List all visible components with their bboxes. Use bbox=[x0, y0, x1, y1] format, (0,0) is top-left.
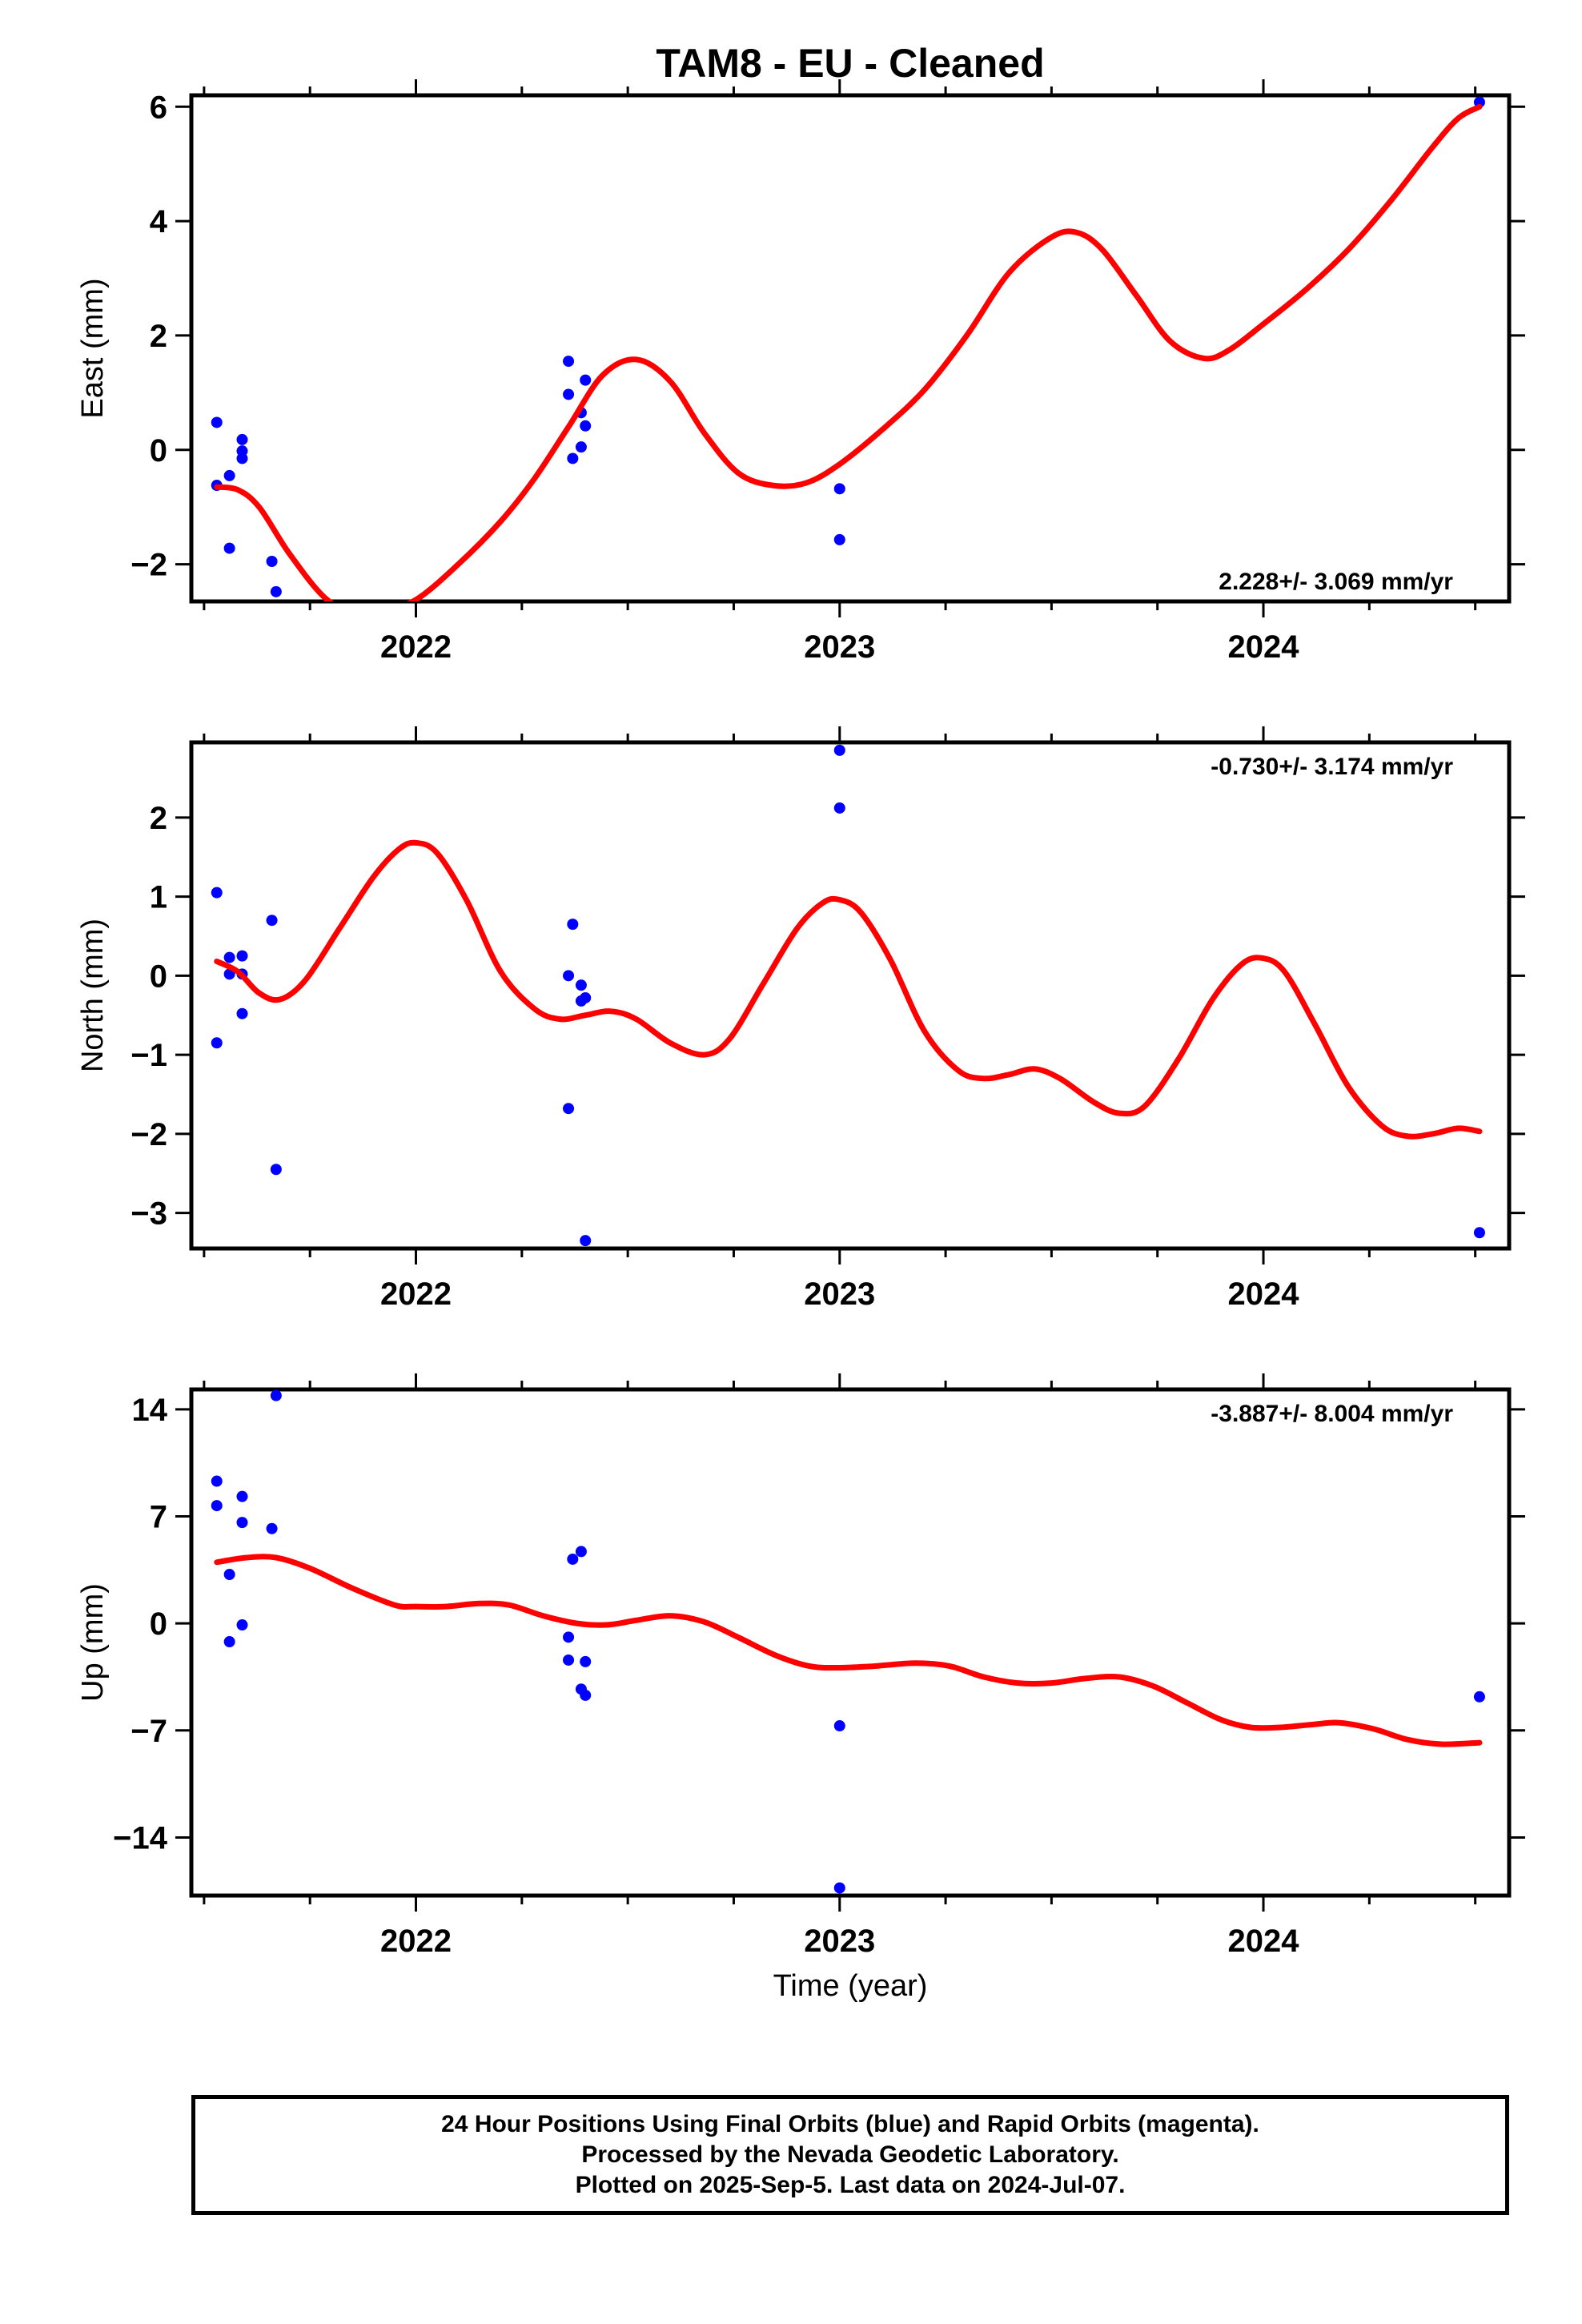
north-x-tick-label: 2023 bbox=[804, 1277, 875, 1312]
up-model-curve bbox=[214, 1554, 1483, 1747]
up-data-point bbox=[236, 1490, 248, 1502]
up-data-point bbox=[575, 1546, 587, 1558]
up-y-tick-label: −14 bbox=[113, 1820, 168, 1856]
east-y-tick-label: 2 bbox=[150, 319, 167, 354]
up-data-point bbox=[223, 1569, 235, 1581]
east-data-point bbox=[833, 483, 845, 495]
east-data-point bbox=[833, 533, 845, 545]
north-model-curve bbox=[214, 839, 1483, 1140]
up-y-axis-label: Up (mm) bbox=[76, 1583, 110, 1702]
east-panel: 2022 2023 2024 −2 0 2 4 6 East (mm) 2.228+/- 3.06… bbox=[76, 79, 1525, 665]
east-data-point bbox=[567, 452, 579, 464]
east-data-point bbox=[575, 441, 587, 453]
north-data-point bbox=[211, 887, 223, 899]
up-data-point bbox=[211, 1500, 223, 1512]
up-panel: 2022 2023 2024 −14 −7 0 7 14 Up (mm) -3.887+/- 8.… bbox=[76, 1373, 1525, 1959]
footer-box: 24 Hour Positions Using Final Orbits (bl… bbox=[191, 2095, 1509, 2215]
up-y-tick-label: 14 bbox=[132, 1393, 168, 1428]
north-data-point bbox=[236, 950, 248, 962]
up-data-point bbox=[833, 1720, 845, 1732]
east-x-tick-label: 2024 bbox=[1228, 629, 1300, 665]
north-data-point bbox=[266, 915, 278, 927]
east-y-tick-label: 0 bbox=[150, 433, 167, 468]
chart-title: TAM8 - EU - Cleaned bbox=[656, 41, 1044, 86]
east-x-tick-label: 2022 bbox=[380, 629, 452, 665]
north-y-tick-label: −3 bbox=[130, 1196, 167, 1232]
north-data-point bbox=[567, 919, 579, 931]
north-y-tick-label: 2 bbox=[150, 801, 167, 836]
north-data-point bbox=[580, 1235, 592, 1247]
east-x-tick-label: 2023 bbox=[804, 629, 875, 665]
north-data-point bbox=[575, 979, 587, 991]
footer-line-plotted: Plotted on 2025-Sep-5. Last data on 2024… bbox=[575, 2172, 1126, 2198]
east-data-point bbox=[1473, 96, 1485, 108]
up-y-tick-label: −7 bbox=[130, 1714, 167, 1749]
east-data-point bbox=[223, 469, 235, 481]
north-data-point bbox=[223, 951, 235, 963]
up-rate-label: -3.887+/- 8.004 mm/yr bbox=[1211, 1401, 1453, 1427]
up-data-point bbox=[1473, 1691, 1485, 1703]
north-data-point bbox=[270, 1164, 282, 1176]
north-rate-label: -0.730+/- 3.174 mm/yr bbox=[1211, 754, 1453, 780]
east-frame bbox=[189, 93, 1512, 604]
east-y-axis-label: East (mm) bbox=[76, 278, 110, 418]
east-y-tick-label: 4 bbox=[150, 204, 168, 239]
north-x-tick-label: 2024 bbox=[1228, 1277, 1300, 1312]
north-y-axis-label: North (mm) bbox=[76, 919, 110, 1072]
north-data-point bbox=[1473, 1227, 1485, 1239]
north-data-point bbox=[833, 802, 845, 814]
north-y-tick-label: 0 bbox=[150, 959, 167, 994]
up-data-point bbox=[223, 1636, 235, 1648]
north-x-tick-label: 2022 bbox=[380, 1277, 452, 1312]
east-data-point bbox=[211, 416, 223, 428]
east-data-point bbox=[580, 374, 592, 386]
up-data-point bbox=[580, 1689, 592, 1701]
up-data-point bbox=[266, 1522, 278, 1534]
up-data-point bbox=[567, 1553, 579, 1565]
north-data-point bbox=[563, 1103, 575, 1115]
up-data-point bbox=[236, 1619, 248, 1631]
up-data-point bbox=[270, 1389, 282, 1401]
east-data-point bbox=[563, 388, 575, 400]
north-data-point bbox=[833, 744, 845, 756]
east-y-tick-label: 6 bbox=[150, 90, 167, 125]
north-data-point bbox=[211, 1037, 223, 1049]
up-frame bbox=[189, 1387, 1512, 1898]
north-y-tick-label: −1 bbox=[130, 1038, 167, 1073]
east-y-tick-label: −2 bbox=[130, 548, 167, 583]
east-data-point bbox=[270, 585, 282, 597]
up-data-point bbox=[563, 1631, 575, 1643]
footer-line-processed: Processed by the Nevada Geodetic Laborat… bbox=[581, 2141, 1119, 2168]
east-rate-label: 2.228+/- 3.069 mm/yr bbox=[1219, 569, 1453, 595]
up-x-tick-label: 2024 bbox=[1228, 1924, 1300, 1959]
east-data-point bbox=[266, 556, 278, 568]
north-y-tick-label: −2 bbox=[130, 1117, 167, 1152]
north-frame bbox=[189, 740, 1512, 1251]
up-x-tick-label: 2023 bbox=[804, 1924, 875, 1959]
up-data-point bbox=[580, 1655, 592, 1667]
up-x-tick-label: 2022 bbox=[380, 1924, 452, 1959]
footer-line-orbits: 24 Hour Positions Using Final Orbits (bl… bbox=[441, 2111, 1259, 2137]
east-model-curve bbox=[214, 103, 1483, 601]
up-data-point bbox=[563, 1654, 575, 1666]
north-panel: 2022 2023 2024 −3 −2 −1 0 1 2 North (mm) -0.730+/-… bbox=[76, 726, 1525, 1312]
up-y-tick-label: 7 bbox=[150, 1499, 167, 1534]
east-data-point bbox=[223, 542, 235, 554]
up-data-point bbox=[236, 1517, 248, 1529]
north-data-point bbox=[236, 1007, 248, 1019]
east-data-point bbox=[580, 420, 592, 432]
north-data-point bbox=[580, 991, 592, 1003]
east-data-point bbox=[236, 433, 248, 445]
north-y-tick-label: 1 bbox=[150, 880, 167, 915]
east-data-point bbox=[563, 356, 575, 368]
up-y-tick-label: 0 bbox=[150, 1606, 167, 1642]
north-data-point bbox=[563, 970, 575, 982]
up-data-point bbox=[211, 1475, 223, 1487]
x-axis-label: Time (year) bbox=[773, 1969, 928, 2003]
up-data-point bbox=[833, 1882, 845, 1894]
east-data-point bbox=[236, 452, 248, 464]
